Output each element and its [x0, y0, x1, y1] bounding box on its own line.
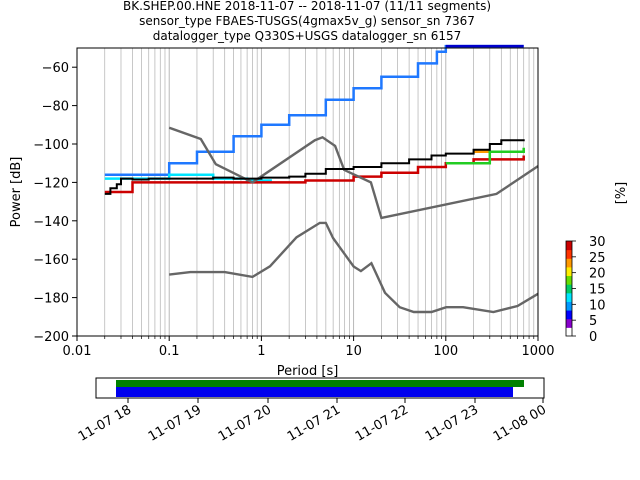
- timeline-tick-label: 11-07 22: [353, 402, 411, 444]
- y-tick-label: −140: [33, 215, 69, 230]
- timeline-tick-label: 11-07 20: [216, 402, 274, 444]
- timeline-bar: [116, 387, 513, 397]
- y-tick-label: −100: [33, 138, 69, 153]
- colorbar-segment: [566, 275, 572, 285]
- x-tick-label: 1: [257, 344, 265, 359]
- title-line: datalogger_type Q330S+USGS datalogger_sn…: [153, 29, 462, 43]
- colorbar-tick-label: 10: [589, 298, 606, 313]
- plot-area: 0.01 0.1 1 10 100 1000 −200 −180 −160 −140 −120 −10…: [9, 44, 555, 379]
- colorbar-segment: [566, 310, 572, 320]
- timeline-bar: [116, 380, 524, 387]
- colorbar-segment: [566, 266, 572, 277]
- noise-model-line: [168, 126, 539, 220]
- colorbar-segment: [566, 292, 572, 302]
- timeline-tick-label: 11-08 00: [491, 402, 549, 444]
- colorbar-segment: [566, 258, 572, 268]
- pdf-band: [104, 44, 524, 176]
- title-line: BK.SHEP.00.HNE 2018-11-07 -- 2018-11-07 …: [123, 0, 491, 13]
- y-tick-label: −120: [33, 176, 69, 191]
- y-tick-label: −200: [33, 330, 69, 345]
- colorbar-tick-label: 15: [589, 283, 606, 298]
- x-tick-label: 10: [345, 344, 362, 359]
- timeline-tick-label: 11-07 19: [146, 402, 204, 444]
- colorbar-tick-label: 20: [589, 267, 606, 282]
- colorbar-segment: [566, 284, 572, 294]
- colorbar-tick-label: 30: [589, 235, 606, 250]
- title-line: sensor_type FBAES-TUSGS(4gmax5v_g) senso…: [139, 14, 475, 28]
- colorbar-segment: [566, 249, 572, 259]
- timeline-tick-label: 11-07 23: [423, 402, 481, 444]
- x-tick-label: 100: [433, 344, 458, 359]
- y-tick-label: −80: [42, 100, 69, 115]
- timeline-tick-label: 11-07 21: [285, 402, 343, 444]
- colorbar-tick-label: 25: [589, 251, 606, 266]
- timeline-tick-label: 11-07 18: [76, 402, 134, 444]
- x-tick-label: 0.1: [159, 344, 180, 359]
- y-tick-label: −180: [33, 292, 69, 307]
- mean-psd-line: [104, 139, 525, 195]
- timeline-panel: 11-07 18 11-07 19 11-07 20 11-07 21 11-07 22…: [76, 377, 549, 445]
- noise-model-line: [169, 221, 539, 314]
- plot-frame: [76, 47, 539, 337]
- x-tick-label: 1000: [521, 344, 554, 359]
- pdf-band: [445, 147, 525, 165]
- chart-title: BK.SHEP.00.HNE 2018-11-07 -- 2018-11-07 …: [123, 0, 491, 43]
- colorbar-tick-label: 0: [589, 330, 597, 345]
- y-tick-label: −160: [33, 253, 69, 268]
- y-axis-label: Power [dB]: [9, 157, 24, 228]
- colorbar-segment: [566, 301, 572, 311]
- colorbar-segment: [566, 327, 572, 337]
- colorbar-segment: [566, 318, 572, 328]
- x-tick-label: 0.01: [63, 344, 92, 359]
- y-tick-label: −60: [42, 61, 69, 76]
- x-axis-label: Period [s]: [277, 364, 339, 379]
- colorbar-label: [%]: [614, 182, 629, 205]
- colorbar-tick-label: 5: [589, 314, 597, 329]
- colorbar-segment: [566, 241, 572, 251]
